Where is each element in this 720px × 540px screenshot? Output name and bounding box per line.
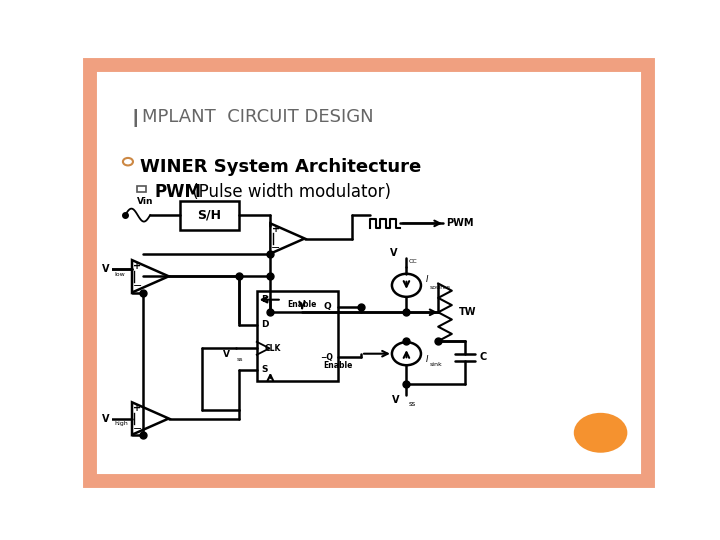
Text: −: − xyxy=(132,423,142,434)
Text: high: high xyxy=(114,421,129,427)
Text: S: S xyxy=(261,366,268,374)
Text: +: + xyxy=(271,225,280,234)
Text: I: I xyxy=(426,275,428,285)
FancyBboxPatch shape xyxy=(138,186,146,192)
Bar xyxy=(180,201,238,230)
Text: Vin: Vin xyxy=(137,197,153,206)
Text: Enable: Enable xyxy=(324,361,353,370)
Text: R: R xyxy=(261,295,269,304)
Text: ss: ss xyxy=(409,401,416,407)
Text: sink: sink xyxy=(430,362,443,367)
Text: V: V xyxy=(222,350,230,359)
Text: Q: Q xyxy=(323,302,331,312)
Text: CLK: CLK xyxy=(265,344,282,353)
Text: +: + xyxy=(133,261,142,271)
Text: CC: CC xyxy=(409,259,418,264)
Text: V: V xyxy=(392,395,400,405)
Text: TW: TW xyxy=(459,307,476,318)
Bar xyxy=(257,291,338,381)
Text: −Q: −Q xyxy=(320,353,333,362)
Text: WINER System Architecture: WINER System Architecture xyxy=(140,158,421,177)
Text: +: + xyxy=(133,403,142,414)
Text: D: D xyxy=(261,320,269,329)
Text: V: V xyxy=(102,264,109,274)
Text: V: V xyxy=(102,414,109,423)
Text: I: I xyxy=(132,109,140,132)
Text: MPLANT  CIRCUIT DESIGN: MPLANT CIRCUIT DESIGN xyxy=(142,109,374,126)
Text: Enable: Enable xyxy=(287,300,317,309)
Text: C: C xyxy=(479,352,486,362)
Text: source: source xyxy=(430,285,451,289)
Text: −: − xyxy=(132,281,142,292)
Text: low: low xyxy=(114,272,125,277)
Text: I: I xyxy=(426,355,428,363)
Text: (Pulse width modulator): (Pulse width modulator) xyxy=(186,183,390,201)
Text: S/H: S/H xyxy=(197,208,221,221)
Text: −: − xyxy=(271,242,281,253)
Circle shape xyxy=(574,413,627,453)
Text: ss: ss xyxy=(236,357,243,362)
Text: PWM: PWM xyxy=(446,218,474,228)
Text: PWM: PWM xyxy=(154,183,201,201)
Text: V: V xyxy=(390,248,397,258)
